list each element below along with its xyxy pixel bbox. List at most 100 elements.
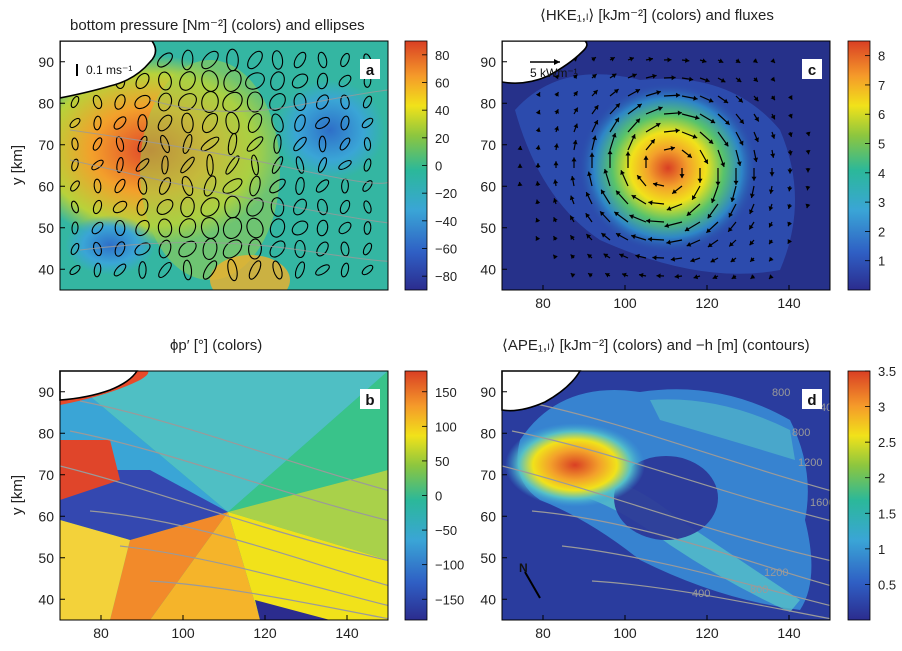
colorbar-tick-label: 7 xyxy=(878,78,885,93)
colorbar-tick-label: −40 xyxy=(435,214,457,229)
ytick-label: 70 xyxy=(480,137,496,153)
panel-a-ylabel: y [km] xyxy=(9,145,26,185)
ytick-label: 50 xyxy=(38,550,54,566)
ytick-label: 80 xyxy=(480,425,496,441)
colorbar-tick-label: 3 xyxy=(878,195,885,210)
ytick-label: 60 xyxy=(480,178,496,194)
ytick-label: 90 xyxy=(480,54,496,70)
panel-b-title: ϕp′ [°] (colors) xyxy=(170,337,262,354)
panel-c: ⟨HKE₁,ₗ⟩ [kJm⁻²] (colors) and fluxes 5 k… xyxy=(480,7,885,311)
ytick-label: 40 xyxy=(480,261,496,277)
colorbar-tick-label: 5 xyxy=(878,137,885,152)
colorbar-tick-label: 2.5 xyxy=(878,435,896,450)
contour-label: 800 xyxy=(792,427,810,439)
xtick-label: 100 xyxy=(613,295,637,311)
colorbar-tick-label: 40 xyxy=(435,103,449,118)
colorbar-tick-label: 1.5 xyxy=(878,506,896,521)
colorbar-tick-label: 0.5 xyxy=(878,577,896,592)
contour-label: 800 xyxy=(750,584,768,596)
xtick-label: 120 xyxy=(695,295,719,311)
panel-d-letter: d xyxy=(807,392,816,409)
contour-label: 1600 xyxy=(810,497,834,509)
ytick-label: 60 xyxy=(38,178,54,194)
xtick-label: 120 xyxy=(695,625,719,641)
ytick-label: 40 xyxy=(38,261,54,277)
contour-label: 1200 xyxy=(764,567,788,579)
colorbar-tick-label: −150 xyxy=(435,592,464,607)
ytick-label: 90 xyxy=(38,54,54,70)
panel-a-letter: a xyxy=(366,62,375,79)
colorbar-tick-label: −60 xyxy=(435,242,457,257)
contour-label: 800 xyxy=(772,387,790,399)
ytick-label: 70 xyxy=(38,467,54,483)
colorbar-tick-label: 8 xyxy=(878,49,885,64)
ytick-label: 40 xyxy=(480,591,496,607)
colorbar-d xyxy=(848,371,870,620)
colorbar-tick-label: 100 xyxy=(435,419,457,434)
colorbar-tick-label: −80 xyxy=(435,269,457,284)
ytick-label: 80 xyxy=(480,95,496,111)
ytick-label: 50 xyxy=(480,220,496,236)
colorbar-tick-label: −100 xyxy=(435,558,464,573)
xtick-label: 80 xyxy=(535,295,551,311)
xtick-label: 80 xyxy=(93,625,109,641)
contour-label: 400 xyxy=(692,588,710,600)
ytick-label: 50 xyxy=(480,550,496,566)
panel-c-heatmap: 5 kWm⁻¹ xyxy=(502,41,830,290)
contour-label: 1200 xyxy=(798,457,822,469)
panel-b: ϕp′ [°] (colors) b 150100500−50−100−150 … xyxy=(9,337,464,641)
ytick-label: 90 xyxy=(480,384,496,400)
xtick-label: 100 xyxy=(171,625,195,641)
colorbar-tick-label: 3 xyxy=(878,400,885,415)
panel-c-letter: c xyxy=(808,62,816,79)
xtick-label: 140 xyxy=(777,625,801,641)
panel-d-title: ⟨APE₁,ₗ⟩ [kJm⁻²] (colors) and −h [m] (co… xyxy=(502,337,810,354)
colorbar-tick-label: −20 xyxy=(435,186,457,201)
colorbar-tick-label: 1 xyxy=(878,254,885,269)
ytick-label: 70 xyxy=(38,137,54,153)
xtick-label: 100 xyxy=(613,625,637,641)
ytick-label: 60 xyxy=(480,508,496,524)
panel-b-heatmap xyxy=(60,371,388,620)
panel-c-title: ⟨HKE₁,ₗ⟩ [kJm⁻²] (colors) and fluxes xyxy=(540,7,774,24)
ytick-label: 80 xyxy=(38,95,54,111)
colorbar-c xyxy=(848,41,870,290)
ytick-label: 50 xyxy=(38,220,54,236)
colorbar-tick-label: 3.5 xyxy=(878,364,896,379)
ytick-label: 60 xyxy=(38,508,54,524)
ytick-label: 40 xyxy=(38,591,54,607)
xtick-label: 140 xyxy=(777,295,801,311)
panel-d: ⟨APE₁,ₗ⟩ [kJm⁻²] (colors) and −h [m] (co… xyxy=(480,337,896,641)
colorbar-b-ticks: 150 100 50 0 −50 −100 −150 xyxy=(422,385,464,608)
colorbar-tick-label: 6 xyxy=(878,107,885,122)
xtick-label: 80 xyxy=(535,625,551,641)
panel-a: bottom pressure [Nm⁻²] (colors) and elli… xyxy=(9,17,457,305)
colorbar-tick-label: 4 xyxy=(878,166,885,181)
ytick-label: 90 xyxy=(38,384,54,400)
colorbar-tick-label: 2 xyxy=(878,224,885,239)
colorbar-tick-label: 50 xyxy=(435,454,449,469)
colorbar-tick-label: 0 xyxy=(435,159,442,174)
xtick-label: 120 xyxy=(253,625,277,641)
panel-b-ylabel: y [km] xyxy=(9,475,26,515)
colorbar-tick-label: 60 xyxy=(435,76,449,91)
colorbar-tick-label: 0 xyxy=(435,489,442,504)
colorbar-tick-label: 2 xyxy=(878,471,885,486)
scale-label: 5 kWm⁻¹ xyxy=(530,66,578,80)
scale-label: 0.1 ms⁻¹ xyxy=(86,63,132,77)
colorbar-tick-label: 150 xyxy=(435,385,457,400)
colorbar-tick-label: 80 xyxy=(435,48,449,63)
north-label: N xyxy=(519,561,528,575)
colorbar-tick-label: −50 xyxy=(435,523,457,538)
colorbar-tick-label: 1 xyxy=(878,542,885,557)
colorbar-tick-label: 20 xyxy=(435,131,449,146)
contour-label: 400 xyxy=(820,402,838,414)
panel-b-letter: b xyxy=(365,392,374,409)
ytick-label: 70 xyxy=(480,467,496,483)
panel-a-title: bottom pressure [Nm⁻²] (colors) and elli… xyxy=(70,17,365,34)
panel-d-heatmap xyxy=(502,371,830,620)
xtick-label: 140 xyxy=(335,625,359,641)
ytick-label: 80 xyxy=(38,425,54,441)
panel-a-heatmap: 0.1 ms⁻¹ xyxy=(20,41,396,305)
